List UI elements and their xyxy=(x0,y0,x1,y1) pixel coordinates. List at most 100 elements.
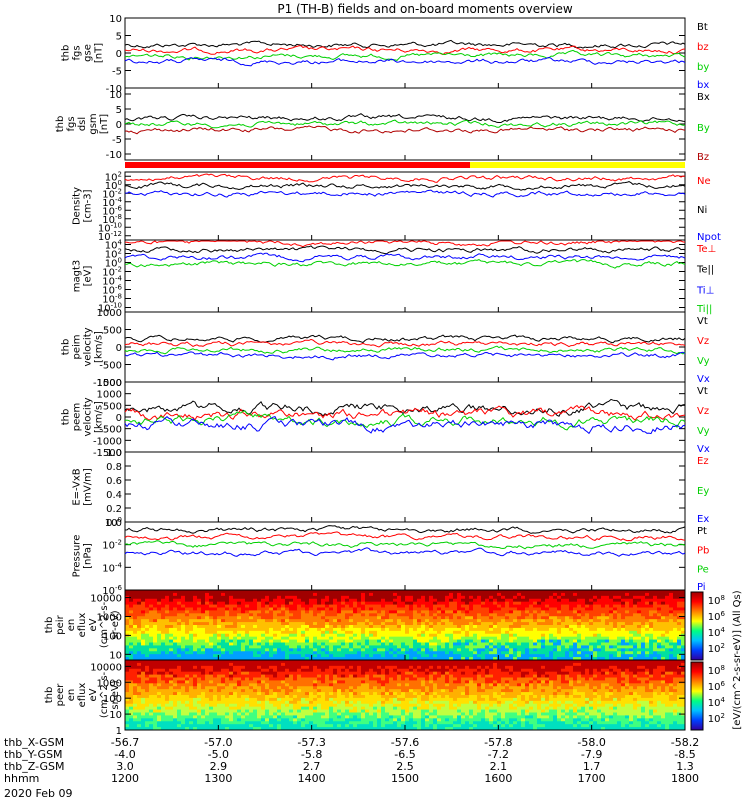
heat-cell xyxy=(549,595,554,600)
heat-cell xyxy=(245,613,250,617)
heat-cell xyxy=(241,674,246,678)
heat-cell xyxy=(273,619,278,623)
heat-cell xyxy=(421,639,426,643)
heat-cell xyxy=(625,639,630,643)
heat-cell xyxy=(173,724,178,728)
heat-cell xyxy=(185,645,190,649)
heat-cell xyxy=(429,616,434,620)
heat-cell xyxy=(317,651,322,655)
heat-cell xyxy=(317,674,322,678)
heat-cell xyxy=(661,619,666,623)
heat-cell xyxy=(205,657,210,661)
heat-cell xyxy=(501,639,506,643)
heat-cell xyxy=(325,706,330,710)
heat-cell xyxy=(361,642,366,646)
heat-cell xyxy=(601,625,606,629)
heat-cell xyxy=(189,671,194,675)
heat-cell xyxy=(241,677,246,681)
heat-cell xyxy=(205,662,210,667)
heat-cell xyxy=(197,604,202,608)
heat-cell xyxy=(133,607,138,611)
heat-cell xyxy=(673,604,678,608)
heat-cell xyxy=(473,627,478,632)
heat-cell xyxy=(305,601,310,605)
heat-cell xyxy=(573,592,578,597)
heat-cell xyxy=(133,703,138,708)
heat-cell xyxy=(225,677,230,681)
series-line xyxy=(124,404,686,421)
heat-cell xyxy=(273,651,278,655)
heat-cell xyxy=(509,622,514,626)
heat-cell xyxy=(233,648,238,652)
heat-cell xyxy=(541,633,546,638)
heat-cell xyxy=(533,630,538,635)
heat-cell xyxy=(461,639,466,643)
heat-cell xyxy=(373,630,378,635)
heat-cell xyxy=(329,595,334,600)
heat-cell xyxy=(609,636,614,640)
heat-cell xyxy=(369,657,374,661)
heat-cell xyxy=(525,651,530,655)
heat-cell xyxy=(645,636,650,640)
heat-cell xyxy=(157,607,162,611)
heat-cell xyxy=(369,610,374,614)
heat-cell xyxy=(233,700,238,705)
heat-cell xyxy=(289,712,294,716)
heat-cell xyxy=(441,651,446,655)
heat-cell xyxy=(305,721,310,725)
heat-cell xyxy=(197,695,202,699)
heat-cell xyxy=(177,622,182,626)
heat-cell xyxy=(349,613,354,617)
heat-cell xyxy=(577,654,582,658)
heat-cell xyxy=(277,671,282,675)
heat-cell xyxy=(253,692,258,696)
heat-cell xyxy=(621,598,626,603)
heat-cell xyxy=(573,633,578,638)
heat-cell xyxy=(149,712,154,716)
heat-cell xyxy=(129,651,134,655)
heat-cell xyxy=(329,697,334,702)
heat-cell xyxy=(377,598,382,603)
heat-cell xyxy=(489,590,494,594)
heat-cell xyxy=(465,639,470,643)
heat-cell xyxy=(597,648,602,652)
heat-cell xyxy=(173,665,178,670)
heat-cell xyxy=(677,654,682,658)
heat-cell xyxy=(265,677,270,681)
heat-cell xyxy=(445,610,450,614)
heat-cell xyxy=(325,633,330,638)
heat-cell xyxy=(165,671,170,675)
heat-cell xyxy=(241,627,246,632)
heat-cell xyxy=(629,616,634,620)
heat-cell xyxy=(317,657,322,661)
heat-cell xyxy=(217,619,222,623)
heat-cell xyxy=(473,595,478,600)
heat-cell xyxy=(197,639,202,643)
heat-cell xyxy=(369,636,374,640)
heat-cell xyxy=(125,668,130,673)
heat-cell xyxy=(537,657,542,661)
heat-cell xyxy=(361,598,366,603)
heat-cell xyxy=(493,639,498,643)
heat-cell xyxy=(565,610,570,614)
heat-cell xyxy=(197,607,202,611)
heat-cell xyxy=(457,610,462,614)
heat-cell xyxy=(597,622,602,626)
heat-cell xyxy=(161,613,166,617)
heat-cell xyxy=(593,598,598,603)
heat-cell xyxy=(573,657,578,661)
heat-cell xyxy=(237,622,242,626)
heat-cell xyxy=(293,680,298,684)
heat-cell xyxy=(653,654,658,658)
heat-cell xyxy=(205,718,210,722)
heat-cell xyxy=(281,689,286,693)
heat-cell xyxy=(265,642,270,646)
heat-cell xyxy=(497,601,502,605)
heat-cell xyxy=(301,683,306,687)
heat-cell xyxy=(649,616,654,620)
heat-cell xyxy=(149,590,154,594)
heat-cell xyxy=(525,598,530,603)
heat-cell xyxy=(313,590,318,594)
heat-cell xyxy=(353,598,358,603)
heat-cell xyxy=(521,625,526,629)
